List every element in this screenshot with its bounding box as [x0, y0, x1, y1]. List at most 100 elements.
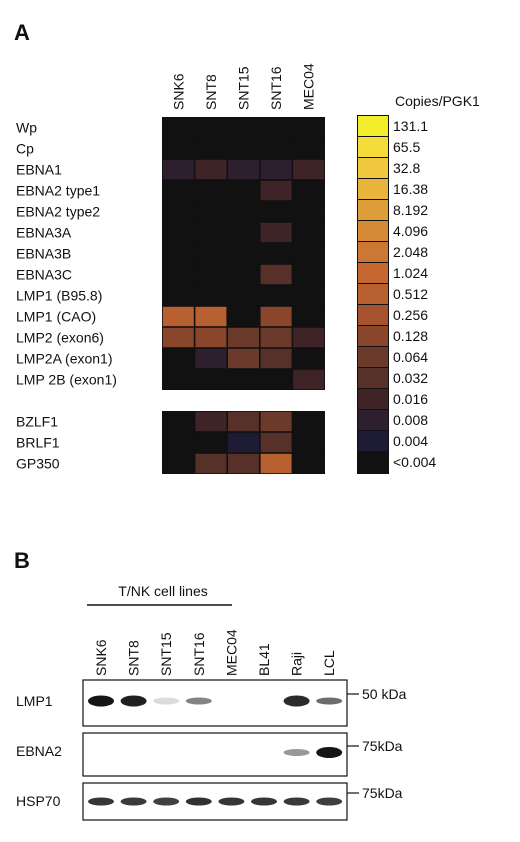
heatmap-cell-ebna2-type2-snk6 — [162, 201, 194, 222]
heatmap-cell-cp-snk6 — [162, 138, 194, 159]
row-label-bzlf1: BZLF1 — [16, 414, 58, 430]
row-label-gp350: GP350 — [16, 456, 60, 472]
heatmap-cell-cp-snt16 — [260, 138, 292, 159]
heatmap-row-labels: Wp Cp EBNA1 EBNA2 type1 EBNA2 type2 EBNA3A EBN… — [16, 120, 117, 472]
heatmap-cell-ebna2-type2-snt15 — [228, 201, 259, 222]
heatmap-cell-wp-snk6 — [162, 117, 194, 138]
lane-label-lcl: LCL — [321, 650, 337, 676]
heatmap-cell-ebna3c-snt16 — [260, 264, 292, 285]
heatmap-cell-cp-snt15 — [228, 138, 259, 159]
heatmap-cell-bzlf1-snt8 — [195, 411, 227, 432]
heatmap-cell-ebna2-type2-snt8 — [195, 201, 227, 222]
legend-swatch-9 — [358, 284, 388, 304]
blot-lmp1: LMP1 50 kDa — [16, 679, 407, 727]
heatmap-cell-lmp1-b95-8-snk6 — [162, 285, 194, 306]
legend-swatch-4 — [358, 179, 388, 199]
blot-frame-ebna2 — [82, 732, 348, 777]
band-lmp1-snt15 — [153, 697, 180, 705]
heatmap-cell-ebna2-type1-snk6 — [162, 180, 194, 201]
heatmap-cell-lmp1-cao-snt16 — [260, 306, 292, 327]
heatmap-cell-bzlf1-snt15 — [228, 411, 259, 432]
heatmap-cell-ebna1-mec04 — [293, 159, 325, 180]
heatmap-cell-lmp1-cao-snt8 — [195, 306, 227, 327]
row-label-ebna3a: EBNA3A — [16, 225, 72, 241]
blot-ebna2: EBNA2 75kDa — [16, 732, 403, 777]
heatmap-cell-ebna3a-snt8 — [195, 222, 227, 243]
marker-label-hsp70: 75kDa — [362, 785, 403, 801]
heatmap-cell-gp350-snt16 — [260, 453, 292, 474]
panel-b-letter: B — [14, 548, 30, 573]
heatmap-cell-lmp2a-exon1-mec04 — [293, 348, 325, 369]
row-label-lmp1-b95-8: LMP1 (B95.8) — [16, 288, 102, 304]
heatmap-cell-ebna2-type2-snt16 — [260, 201, 292, 222]
western-blots: LMP1 50 kDa EBNA2 75kDa HSP70 75kDa — [16, 679, 407, 821]
heatmap-cell-cp-mec04 — [293, 138, 325, 159]
legend-label-17: <0.004 — [393, 454, 436, 470]
blot-name-hsp70: HSP70 — [16, 793, 61, 809]
legend-swatch-3 — [358, 158, 388, 178]
band-ebna2-raji — [283, 749, 310, 756]
legend-label-9: 0.512 — [393, 286, 428, 302]
heatmap-cell-lmp-2b-exon1-snt8 — [195, 369, 227, 390]
lane-label-bl41: BL41 — [256, 643, 272, 676]
row-label-ebna1: EBNA1 — [16, 162, 62, 178]
blot-name-ebna2: EBNA2 — [16, 743, 62, 759]
marker-label-lmp1: 50 kDa — [362, 686, 407, 702]
legend-swatch-12 — [358, 347, 388, 367]
legend-swatch-14 — [358, 389, 388, 409]
heatmap-cell-lmp1-b95-8-snt15 — [228, 285, 259, 306]
column-label-snt15: SNT15 — [236, 66, 252, 110]
cell-line-group-label: T/NK cell lines — [118, 583, 207, 599]
heatmap-cell-ebna2-type1-snt15 — [228, 180, 259, 201]
legend-swatch-6 — [358, 221, 388, 241]
legend-swatches — [357, 115, 389, 474]
legend-label-11: 0.128 — [393, 328, 428, 344]
heatmap-cell-ebna3a-mec04 — [293, 222, 325, 243]
band-lmp1-snk6 — [88, 695, 114, 707]
heatmap-cell-wp-snt15 — [228, 117, 259, 138]
row-label-ebna3b: EBNA3B — [16, 246, 71, 262]
band-hsp70-mec04 — [218, 797, 245, 806]
legend-label-12: 0.064 — [393, 349, 428, 365]
heatmap-cell-cp-snt8 — [195, 138, 227, 159]
heatmap-cell-ebna3a-snk6 — [162, 222, 194, 243]
blot-hsp70: HSP70 75kDa — [16, 782, 403, 821]
band-hsp70-snt16 — [185, 797, 212, 806]
heatmap-cell-lmp1-b95-8-snt16 — [260, 285, 292, 306]
color-legend: Copies/PGK1 131.1 65.5 32.8 16.38 8.192 4.096… — [357, 93, 480, 474]
band-hsp70-snk6 — [88, 797, 114, 806]
legend-title: Copies/PGK1 — [395, 93, 480, 109]
heatmap-cell-gp350-snk6 — [162, 453, 194, 474]
heatmap-cell-ebna1-snt8 — [195, 159, 227, 180]
band-lmp1-raji — [283, 695, 310, 707]
heatmap-cell-ebna2-type1-snt16 — [260, 180, 292, 201]
heatmap-cells — [162, 117, 325, 474]
marker-label-ebna2: 75kDa — [362, 738, 403, 754]
row-label-brlf1: BRLF1 — [16, 435, 60, 451]
heatmap-cell-lmp2-exon6-snt15 — [228, 327, 259, 348]
heatmap-cell-wp-snt8 — [195, 117, 227, 138]
heatmap-cell-ebna3b-snt15 — [228, 243, 259, 264]
heatmap-cell-brlf1-snk6 — [162, 432, 194, 453]
heatmap-cell-lmp1-b95-8-mec04 — [293, 285, 325, 306]
panel-b: B T/NK cell lines SNK6 SNT8 SNT15 SNT16 MEC0… — [14, 548, 407, 821]
band-ebna2-lcl — [316, 747, 343, 758]
heatmap-cell-ebna1-snt15 — [228, 159, 259, 180]
heatmap-cell-ebna3a-snt15 — [228, 222, 259, 243]
band-lmp1-snt16 — [185, 697, 212, 705]
legend-label-15: 0.008 — [393, 412, 428, 428]
legend-swatch-10 — [358, 305, 388, 325]
heatmap-cell-ebna2-type1-mec04 — [293, 180, 325, 201]
heatmap-cell-lmp-2b-exon1-mec04 — [293, 369, 325, 390]
legend-swatch-16 — [358, 431, 388, 451]
legend-label-5: 8.192 — [393, 202, 428, 218]
legend-label-3: 32.8 — [393, 160, 420, 176]
heatmap-cell-brlf1-mec04 — [293, 432, 325, 453]
panel-a: A SNK6 SNT8 SNT15 SNT16 MEC04 Wp Cp EBNA1 EBNA2… — [14, 20, 480, 474]
heatmap-cell-lmp2-exon6-mec04 — [293, 327, 325, 348]
lane-label-snt8: SNT8 — [126, 640, 142, 676]
legend-swatch-15 — [358, 410, 388, 430]
legend-swatch-13 — [358, 368, 388, 388]
heatmap-cell-bzlf1-mec04 — [293, 411, 325, 432]
